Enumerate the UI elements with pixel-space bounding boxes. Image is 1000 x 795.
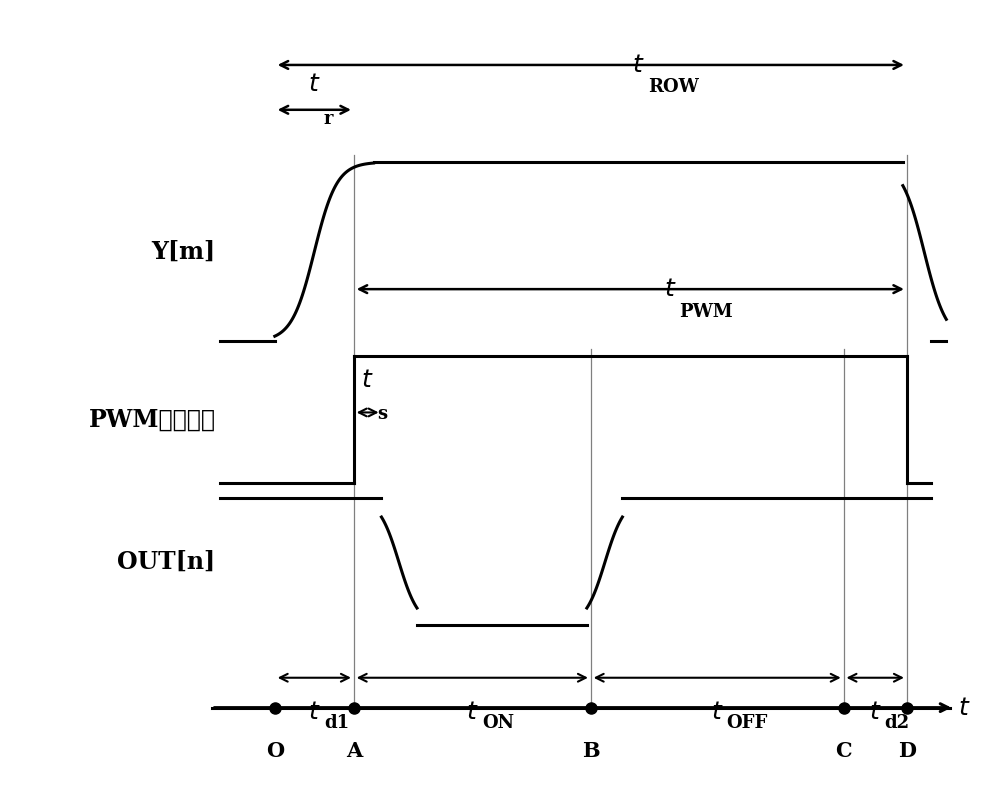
Text: PWM: PWM [679,303,733,320]
Text: $t$: $t$ [308,700,321,724]
Text: OFF: OFF [727,714,768,731]
Text: ON: ON [482,714,514,731]
Text: O: O [266,741,284,762]
Text: $t$: $t$ [361,367,374,391]
Text: $t$: $t$ [308,72,321,96]
Text: s: s [377,405,387,423]
Text: D: D [898,741,916,762]
Text: Y[m]: Y[m] [151,240,216,264]
Text: $t$: $t$ [869,700,881,724]
Text: $t$: $t$ [711,700,723,724]
Text: $t$: $t$ [958,696,971,719]
Text: C: C [835,741,852,762]
Text: $t$: $t$ [632,53,644,77]
Text: ROW: ROW [648,79,698,96]
Text: $t$: $t$ [466,700,479,724]
Text: d1: d1 [324,714,349,731]
Text: r: r [324,110,333,128]
Text: d2: d2 [885,714,910,731]
Text: OUT[n]: OUT[n] [117,550,216,574]
Text: A: A [346,741,362,762]
Text: PWM同步控制: PWM同步控制 [89,408,216,432]
Text: $t$: $t$ [664,277,676,301]
Text: B: B [582,741,600,762]
